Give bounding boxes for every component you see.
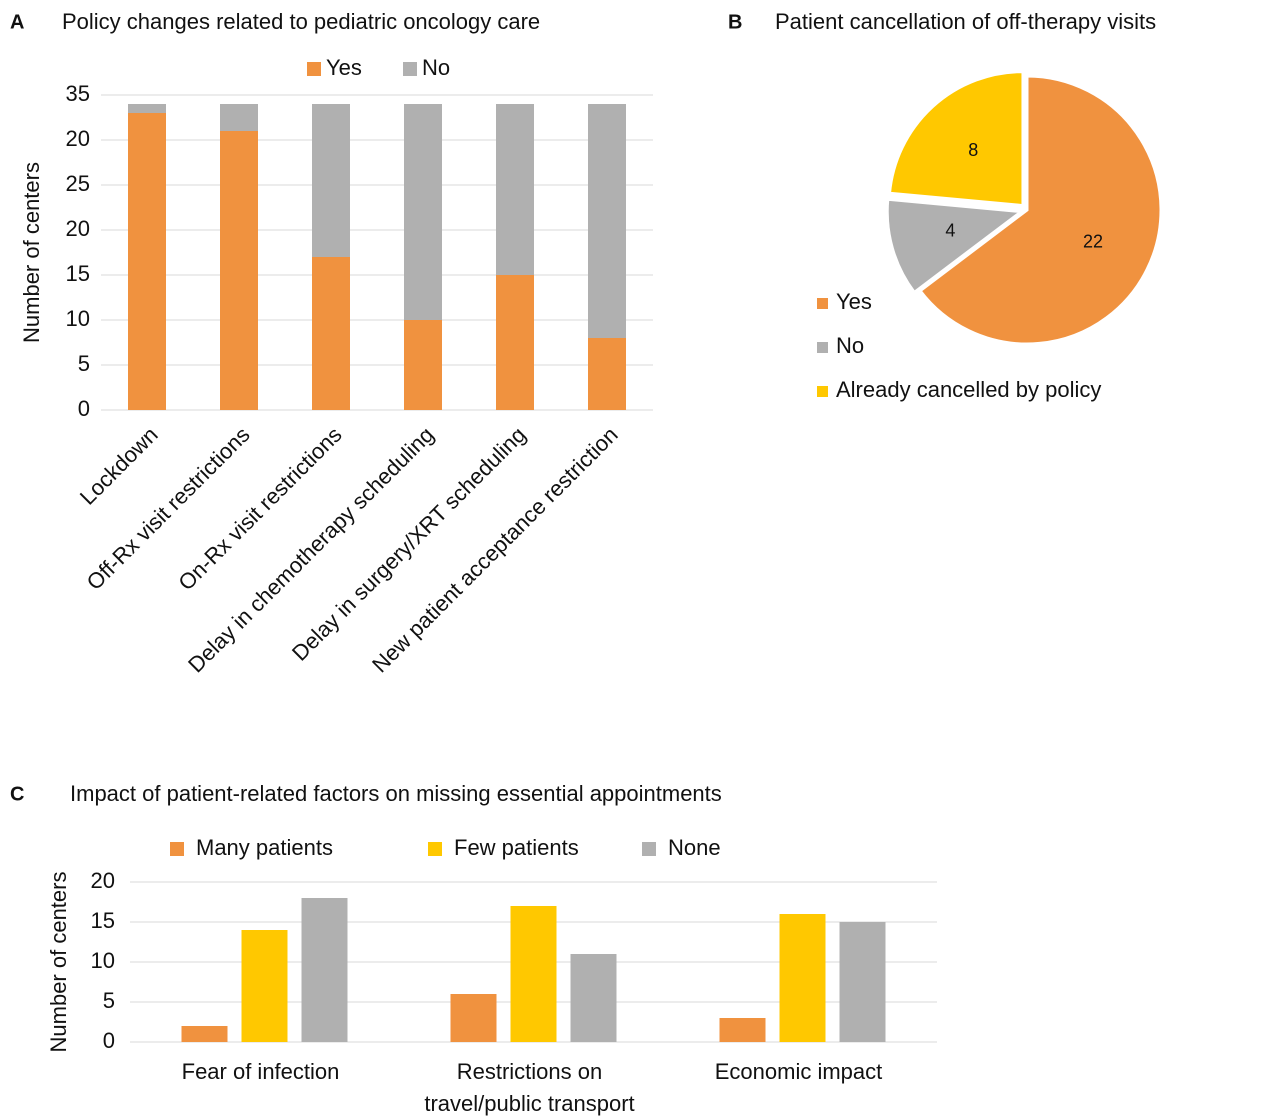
y-tick-label: 15 (91, 908, 115, 933)
y-tick-label: 35 (66, 81, 90, 106)
y-tick-label: 20 (91, 868, 115, 893)
legend-swatch (403, 62, 417, 76)
legend-label: Many patients (196, 835, 333, 860)
bar (181, 1026, 228, 1042)
legend-swatch (817, 298, 828, 309)
y-tick-label: 20 (66, 216, 90, 241)
bar (570, 954, 617, 1042)
bar-segment (588, 104, 626, 338)
bar-segment (404, 104, 442, 320)
y-tick-label: 5 (103, 988, 115, 1013)
x-tick-label: Restrictions on travel/public transport (424, 1059, 634, 1116)
bar-segment (588, 338, 626, 410)
legend-swatch (817, 342, 828, 353)
pie-slice (887, 70, 1025, 208)
bar-segment (128, 104, 166, 113)
bar-segment (128, 113, 166, 410)
bar-segment (312, 104, 350, 257)
bar (301, 898, 348, 1042)
panel-label: C (10, 783, 24, 805)
bar-segment (496, 275, 534, 410)
y-tick-label: 15 (66, 261, 90, 286)
legend-swatch (642, 842, 656, 856)
data-label: 4 (945, 221, 955, 241)
chart-title: Impact of patient-related factors on mis… (70, 781, 722, 806)
legend-label: No (836, 333, 864, 358)
bar-segment (404, 320, 442, 410)
bar-segment (220, 131, 258, 410)
panel-label: A (10, 11, 24, 33)
legend-swatch (170, 842, 184, 856)
bar-segment (312, 257, 350, 410)
chart-title: Policy changes related to pediatric onco… (62, 9, 540, 34)
data-label: 8 (968, 140, 978, 160)
pie-slice (917, 74, 1163, 346)
legend-swatch (307, 62, 321, 76)
y-tick-label: 0 (103, 1028, 115, 1053)
panel-label: B (728, 11, 742, 33)
y-axis-title: Number of centers (19, 162, 44, 343)
x-tick-label: Lockdown (75, 422, 163, 510)
x-tick-label: On-Rx visit restrictions (173, 422, 346, 595)
bar (839, 922, 886, 1042)
legend-swatch (817, 386, 828, 397)
bar-segment (496, 104, 534, 275)
bar (450, 994, 497, 1042)
y-tick-label: 10 (91, 948, 115, 973)
x-tick-label: Economic impact (715, 1059, 883, 1084)
bar-segment (220, 104, 258, 131)
legend-label: Already cancelled by policy (836, 377, 1101, 402)
y-tick-label: 10 (66, 306, 90, 331)
x-tick-label: Fear of infection (182, 1059, 340, 1084)
legend-label: No (422, 55, 450, 80)
bar (719, 1018, 766, 1042)
y-tick-label: 25 (66, 171, 90, 196)
y-tick-label: 0 (78, 396, 90, 421)
legend-label: Few patients (454, 835, 579, 860)
bar (510, 906, 557, 1042)
legend-label: Yes (836, 289, 872, 314)
y-tick-label: 20 (66, 126, 90, 151)
pie-slice (885, 197, 1026, 295)
y-tick-label: 5 (78, 351, 90, 376)
legend-label: Yes (326, 55, 362, 80)
legend-label: None (668, 835, 721, 860)
data-label: 22 (1083, 232, 1103, 252)
legend-swatch (428, 842, 442, 856)
y-axis-title: Number of centers (46, 872, 71, 1053)
chart-title: Patient cancellation of off-therapy visi… (775, 9, 1156, 34)
bar (779, 914, 826, 1042)
bar (241, 930, 288, 1042)
x-tick-label: Off-Rx visit restrictions (82, 422, 255, 595)
